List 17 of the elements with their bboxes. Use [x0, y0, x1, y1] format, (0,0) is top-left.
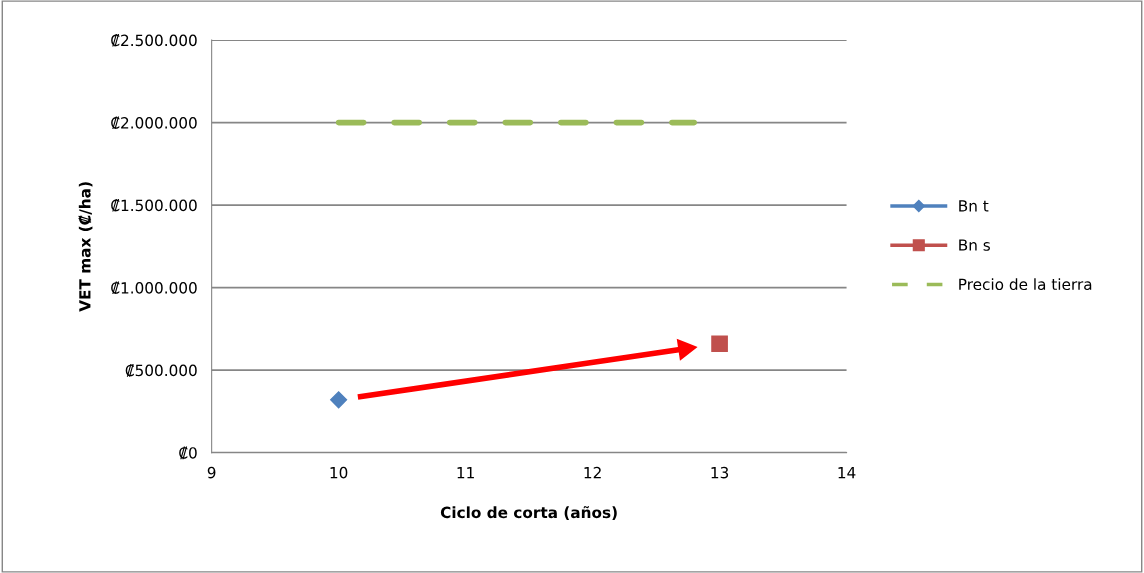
- x-tick-label: 10: [330, 466, 348, 479]
- y-axis-title: VET max (₡/ha): [78, 182, 93, 312]
- x-tick-label: 14: [838, 467, 856, 479]
- y-tick-label: ₡1.500.000: [111, 199, 197, 212]
- x-tick-label: 11: [457, 467, 474, 479]
- legend-label: Bn t: [959, 200, 989, 212]
- legend-label: Precio de la tierra: [959, 278, 1092, 291]
- y-tick-label: ₡500.000: [125, 364, 197, 377]
- y-tick-label: ₡2.500.000: [111, 34, 197, 47]
- x-tick-label: 9: [207, 466, 216, 479]
- y-tick-label: ₡0: [179, 446, 197, 460]
- x-axis-title: Ciclo de corta (años): [440, 506, 617, 520]
- x-tick-label: 12: [584, 466, 601, 479]
- legend-label: Bn s: [959, 239, 990, 251]
- y-tick-label: ₡1.000.000: [111, 281, 197, 295]
- y-tick-label: ₡2.000.000: [111, 116, 197, 130]
- x-tick-label: 13: [711, 466, 729, 479]
